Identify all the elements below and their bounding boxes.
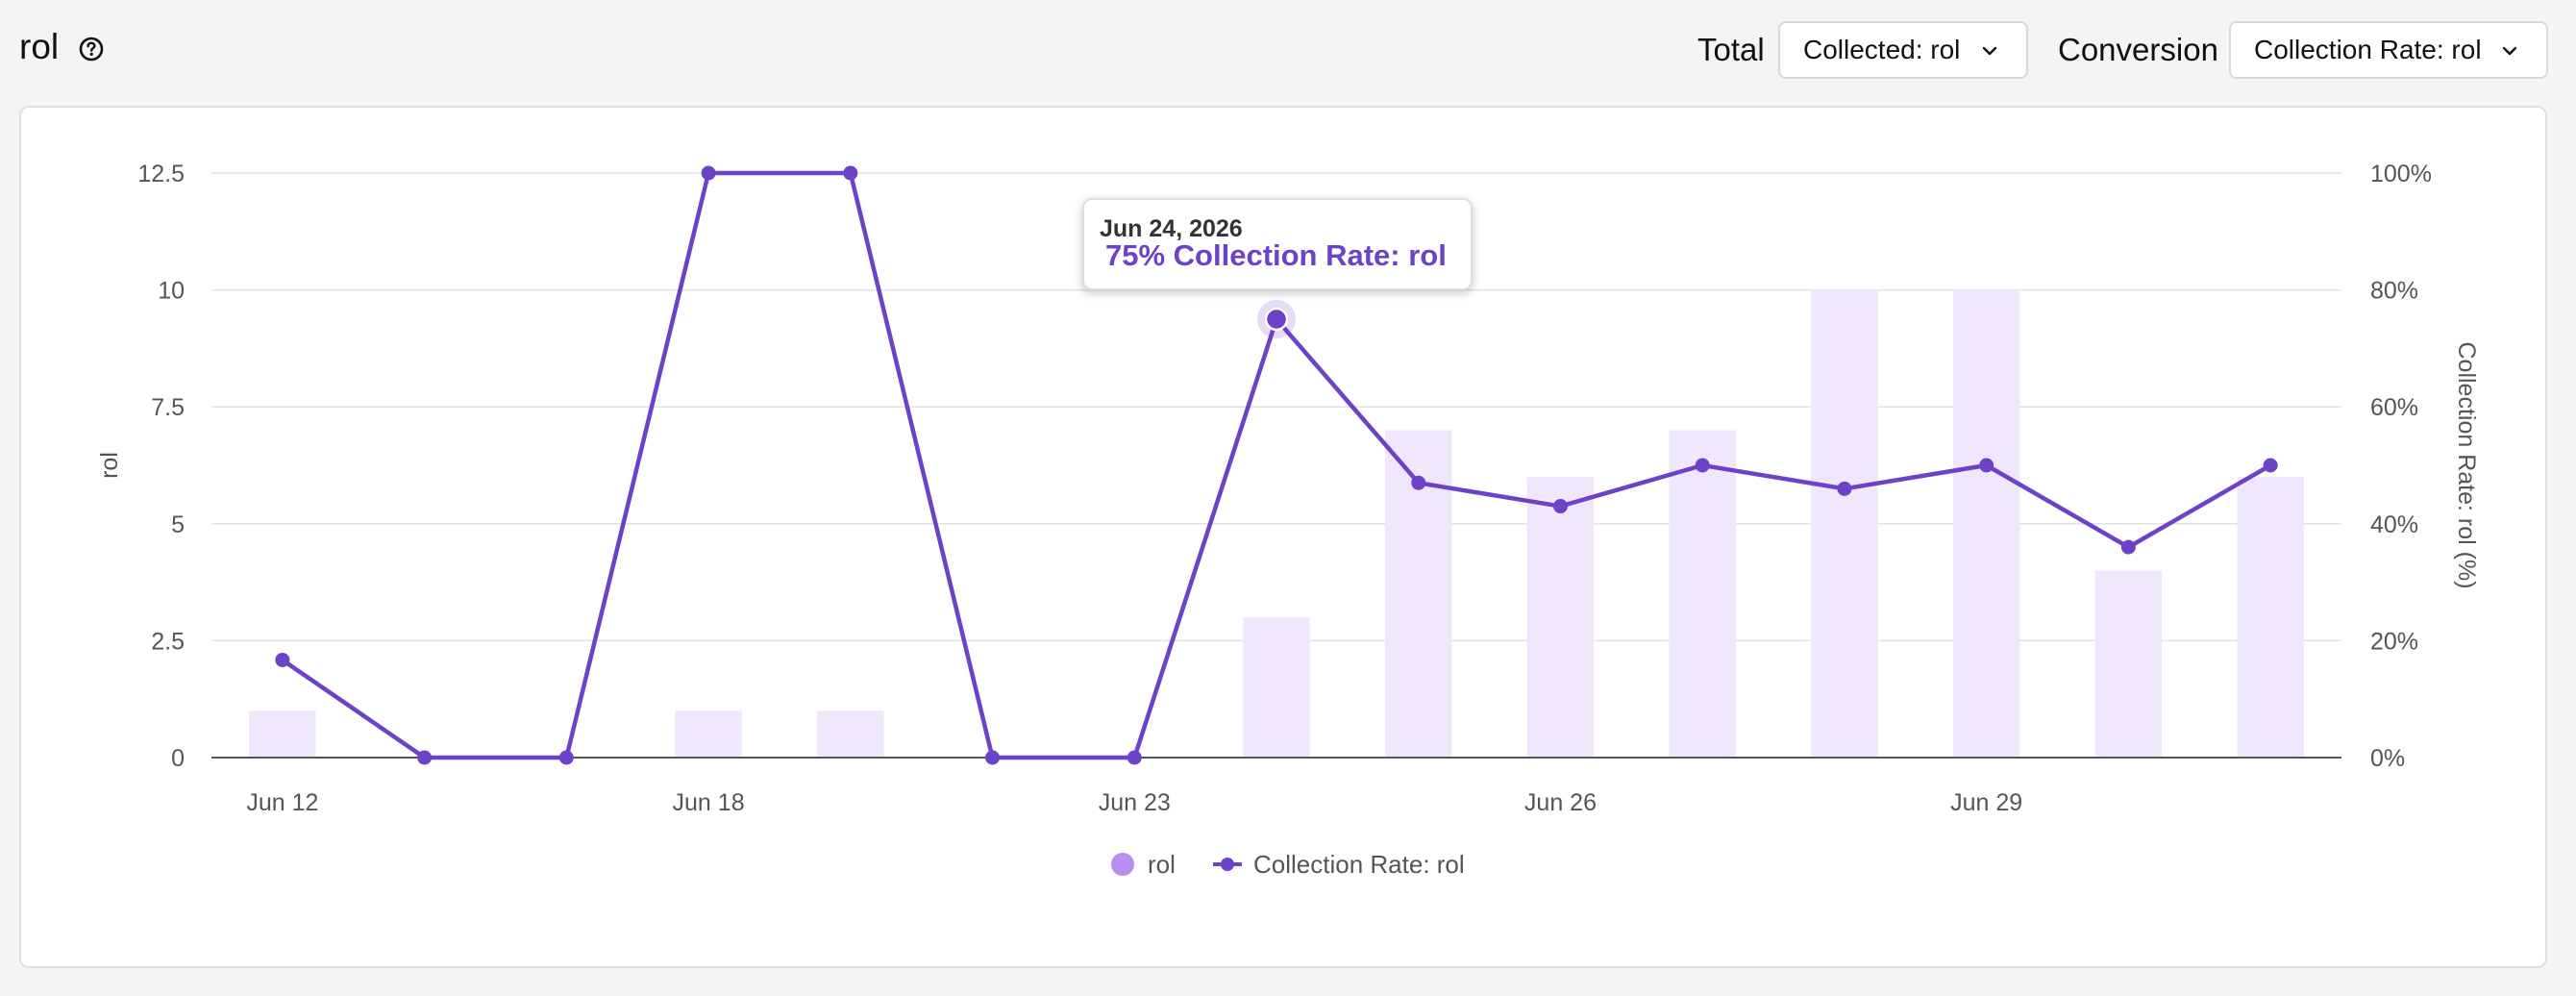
line-point [2263, 458, 2278, 473]
tooltip-date: Jun 24, 2026 [1100, 215, 1243, 242]
y-tick-label: 10 [158, 278, 185, 305]
tooltip-value: 75% Collection Rate: rol [1105, 238, 1447, 272]
y-tick-label: 5 [171, 511, 185, 538]
bar [675, 710, 742, 758]
conversion-label: Conversion [2058, 32, 2218, 67]
bar [817, 710, 884, 758]
y2-tick-label: 80% [2370, 278, 2418, 305]
help-icon[interactable] [77, 35, 106, 63]
bar [1243, 617, 1310, 758]
x-tick-label: Jun 23 [1099, 789, 1171, 816]
chart-tooltip: Jun 24, 2026 75% Collection Rate: rol [1082, 198, 1473, 290]
total-label: Total [1697, 32, 1765, 67]
bar [1952, 289, 2020, 758]
x-tick-label: Jun 29 [1950, 789, 2022, 816]
bar [1526, 477, 1595, 758]
line-point [1127, 750, 1142, 765]
legend-bar-label: rol [1148, 850, 1176, 879]
total-select[interactable]: Collected: rol [1778, 21, 2028, 79]
legend-line-label: Collection Rate: rol [1253, 850, 1465, 879]
y-tick-label: 0 [171, 745, 185, 772]
chevron-down-icon [2502, 46, 2517, 56]
bar [249, 710, 316, 758]
bar [1669, 430, 1736, 758]
chevron-down-icon [1982, 46, 1997, 56]
page-title: rol [19, 27, 60, 66]
line-point [558, 750, 574, 765]
line-point [417, 750, 433, 765]
line-point [1837, 481, 1852, 496]
legend-line-marker [1221, 858, 1234, 871]
line-point [1695, 458, 1710, 473]
line-point [2120, 539, 2136, 555]
y-axis-title: rol [96, 452, 123, 479]
y2-tick-label: 20% [2370, 628, 2418, 655]
total-select-value: Collected: rol [1803, 35, 1961, 64]
legend-bar-swatch [1111, 853, 1134, 876]
x-tick-label: Jun 18 [673, 789, 745, 816]
line-point [1552, 499, 1568, 514]
line-point [1411, 475, 1426, 490]
bar [2237, 477, 2304, 758]
line-point [1979, 458, 1994, 473]
line-point [985, 750, 1001, 765]
line-point [275, 652, 290, 667]
y-tick-label: 12.5 [137, 161, 185, 187]
y2-tick-label: 0% [2370, 745, 2405, 772]
y-tick-label: 7.5 [151, 394, 185, 421]
y2-tick-label: 60% [2370, 394, 2418, 421]
highlight-point [1264, 307, 1289, 332]
bar [1811, 289, 1878, 758]
conversion-select[interactable]: Collection Rate: rol [2229, 21, 2548, 79]
conversion-select-value: Collection Rate: rol [2254, 35, 2482, 64]
y2-tick-label: 40% [2370, 511, 2418, 538]
bar [2094, 570, 2163, 758]
y-tick-label: 2.5 [151, 628, 185, 655]
x-tick-label: Jun 26 [1524, 789, 1597, 816]
x-tick-label: Jun 12 [246, 789, 318, 816]
y2-axis-title: Collection Rate: rol (%) [2453, 341, 2480, 588]
y2-tick-label: 100% [2370, 161, 2432, 187]
line-point [843, 165, 858, 181]
chart-header: rol Total Collected: rol Conversion Coll… [0, 0, 2576, 104]
line-point [701, 165, 716, 181]
